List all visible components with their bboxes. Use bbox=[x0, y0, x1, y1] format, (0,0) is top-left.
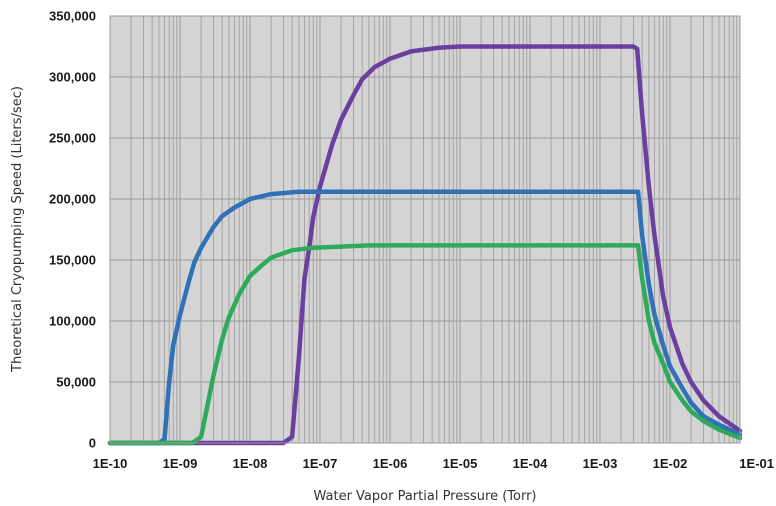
series-line-1 bbox=[107, 44, 743, 446]
x-tick-labels: 1E-10 1E-09 1E-08 1E-07 1E-06 1E-05 1E-04 1E-03… bbox=[93, 456, 774, 471]
x-tick-label: 1E-08 bbox=[233, 456, 268, 471]
y-axis-title: Theoretical Cryopumping Speed (Liters/se… bbox=[10, 86, 25, 373]
series-line-2 bbox=[107, 189, 743, 446]
x-tick-label: 1E-04 bbox=[513, 456, 548, 471]
y-tick-label: 150,000 bbox=[49, 253, 96, 268]
y-tick-label: 250,000 bbox=[49, 131, 96, 146]
y-tick-label: 300,000 bbox=[49, 70, 96, 85]
x-axis-title: Water Vapor Partial Pressure (Torr) bbox=[313, 489, 536, 504]
series-line-3 bbox=[107, 243, 743, 446]
y-tick-label: 100,000 bbox=[49, 314, 96, 329]
y-tick-label: 50,000 bbox=[56, 375, 96, 390]
y-tick-label: 200,000 bbox=[49, 192, 96, 207]
plot-border bbox=[109, 15, 741, 444]
x-tick-label: 1E-10 bbox=[93, 456, 128, 471]
plot-area bbox=[110, 16, 740, 443]
x-tick-label: 1E-01 bbox=[739, 456, 774, 471]
x-tick-label: 1E-05 bbox=[443, 456, 478, 471]
x-tick-label: 1E-09 bbox=[163, 456, 198, 471]
y-tick-label: 0 bbox=[89, 436, 96, 451]
series-group bbox=[107, 44, 743, 446]
x-tick-label: 1E-06 bbox=[373, 456, 408, 471]
x-tick-label: 1E-07 bbox=[303, 456, 338, 471]
x-tick-label: 1E-03 bbox=[583, 456, 618, 471]
x-tick-label: 1E-02 bbox=[653, 456, 688, 471]
y-tick-label: 350,000 bbox=[49, 9, 96, 24]
y-tick-labels: 0 50,000 100,000 150,000 200,000 250,000 300,0… bbox=[49, 9, 96, 451]
